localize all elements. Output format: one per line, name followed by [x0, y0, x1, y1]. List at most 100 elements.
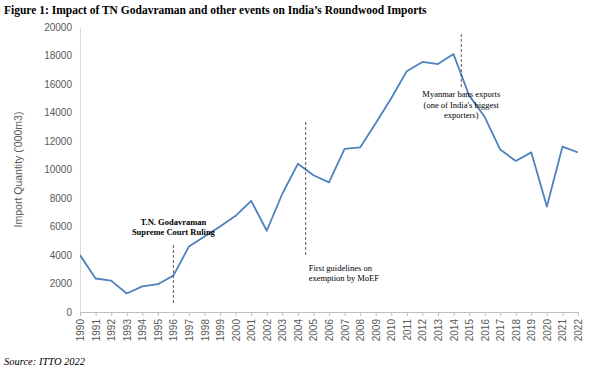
x-tick-label: 2016	[480, 319, 491, 342]
x-tick-label: 2001	[246, 319, 257, 342]
title: Figure 1: Impact of TN Godavraman and ot…	[4, 4, 427, 17]
chart: Figure 1: Impact of TN Godavraman and ot…	[0, 0, 590, 371]
annotation-text: T.N. Godavraman	[141, 217, 207, 227]
x-tick-mark	[142, 312, 143, 316]
x-tick: 2015	[464, 312, 475, 341]
y-tick: 0	[66, 307, 80, 318]
x-tick: 1999	[215, 312, 226, 341]
annotations: T.N. GodavramanSupreme Court RulingFirst…	[132, 34, 500, 304]
x-tick: 1992	[106, 312, 117, 341]
plot: 0200040006000800010000120001400016000180…	[44, 22, 584, 342]
x-tick: 1996	[168, 312, 179, 341]
x-tick-label: 1995	[153, 319, 164, 342]
x-tick-label: 2015	[464, 319, 475, 342]
x-tick-label: 2014	[449, 319, 460, 342]
y-tick: 20000	[44, 22, 80, 33]
x-tick-mark	[360, 312, 361, 316]
x-tick-mark	[282, 312, 283, 316]
annotation-line	[305, 122, 306, 255]
y-tick: 10000	[44, 164, 80, 175]
x-tick: 2008	[355, 312, 366, 341]
x-tick: 2018	[511, 312, 522, 341]
annotation-text: (one of India's biggest	[424, 100, 500, 110]
y-tick: 6000	[50, 221, 80, 232]
x-tick-mark	[485, 312, 486, 316]
y-tick-label: 12000	[44, 136, 72, 147]
x-tick-mark	[562, 312, 563, 316]
x-tick: 2006	[324, 312, 335, 341]
y-tick: 2000	[50, 278, 80, 289]
y-tick-label: 2000	[50, 278, 73, 289]
x-tick: 2021	[557, 312, 568, 341]
x-axis: 1990 1991 1992 1993 1994 1995 1996 1997 1998 1999…	[75, 312, 584, 341]
x-tick: 2012	[417, 312, 428, 341]
x-tick: 2019	[526, 312, 537, 341]
x-tick-mark	[127, 312, 128, 316]
x-tick-label: 2009	[371, 319, 382, 342]
x-tick: 1993	[122, 312, 133, 341]
x-tick-mark	[298, 312, 299, 316]
x-tick-mark	[96, 312, 97, 316]
x-tick-mark	[578, 312, 579, 316]
annotation-lines	[173, 34, 461, 304]
series	[80, 54, 578, 293]
x-tick-label: 1990	[75, 319, 86, 342]
x-tick-label: 2013	[433, 319, 444, 342]
annotation-text: Myanmar bans exports	[422, 89, 500, 99]
x-tick-label: 2010	[386, 319, 397, 342]
x-tick-label: 2003	[277, 319, 288, 342]
x-tick-label: 2018	[511, 319, 522, 342]
y-axis: 0200040006000800010000120001400016000180…	[44, 22, 80, 318]
x-tick-label: 2005	[308, 319, 319, 342]
x-tick-mark	[516, 312, 517, 316]
y-tick: 18000	[44, 50, 80, 61]
x-tick-mark	[205, 312, 206, 316]
x-tick: 2013	[433, 312, 444, 341]
y-tick-label: 4000	[50, 250, 73, 261]
x-tick-label: 1994	[137, 319, 148, 342]
x-tick-label: 2022	[573, 319, 584, 342]
x-tick: 2004	[293, 312, 304, 341]
annotation-line	[461, 34, 462, 87]
x-tick-mark	[531, 312, 532, 316]
x-tick-mark	[111, 312, 112, 316]
annotation-text: exporters)	[444, 110, 479, 120]
x-tick: 2009	[371, 312, 382, 341]
y-tick-label: 6000	[50, 221, 73, 232]
x-tick-label: 2020	[542, 319, 553, 342]
x-tick-label: 1998	[200, 319, 211, 342]
y-tick: 16000	[44, 79, 80, 90]
x-tick-label: 1993	[122, 319, 133, 342]
y-tick-label: 20000	[44, 22, 72, 33]
y-axis-title: Import Quantity ('000m3)	[12, 112, 24, 228]
x-tick: 1997	[184, 312, 195, 341]
x-tick-mark	[329, 312, 330, 316]
x-tick-label: 1991	[91, 319, 102, 342]
x-tick: 2010	[386, 312, 397, 341]
x-tick-label: 2017	[495, 319, 506, 342]
x-tick-label: 2006	[324, 319, 335, 342]
x-tick-label: 1996	[168, 319, 179, 342]
x-tick-mark	[345, 312, 346, 316]
x-tick: 2007	[340, 312, 351, 341]
source: Source: ITTO 2022	[4, 356, 86, 367]
x-tick-label: 2008	[355, 319, 366, 342]
x-tick: 2005	[308, 312, 319, 341]
y-axis-line	[80, 28, 81, 313]
x-tick-mark	[236, 312, 237, 316]
x-tick: 1998	[200, 312, 211, 341]
x-tick: 2017	[495, 312, 506, 341]
x-tick-mark	[438, 312, 439, 316]
y-tick-label: 14000	[44, 107, 72, 118]
x-tick-label: 1992	[106, 319, 117, 342]
x-tick-label: 2021	[557, 319, 568, 342]
x-tick-label: 2004	[293, 319, 304, 342]
x-tick: 2020	[542, 312, 553, 341]
y-tick: 14000	[44, 107, 80, 118]
y-tick-label: 18000	[44, 50, 72, 61]
x-tick-label: 2011	[402, 319, 413, 341]
x-tick-mark	[220, 312, 221, 316]
x-tick-label: 2002	[262, 319, 273, 342]
x-tick-mark	[80, 312, 81, 316]
x-tick-label: 2007	[340, 319, 351, 342]
